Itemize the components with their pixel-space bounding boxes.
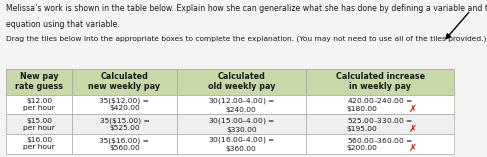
- Bar: [6, 134, 72, 154]
- Text: $12.00
per hour: $12.00 per hour: [23, 98, 55, 111]
- Bar: [177, 95, 306, 114]
- Text: $525.00 – $330.00 =: $525.00 – $330.00 =: [347, 116, 413, 125]
- Text: 35($12.00) =
$420.00: 35($12.00) = $420.00: [99, 98, 150, 111]
- Bar: [306, 69, 454, 95]
- Text: Drag the tiles below into the appropriate boxes to complete the explanation. (Yo: Drag the tiles below into the appropriat…: [6, 35, 487, 42]
- Text: $420.00 – $240.00 =: $420.00 – $240.00 =: [347, 96, 413, 105]
- Bar: [177, 69, 306, 95]
- Bar: [6, 95, 72, 114]
- Bar: [177, 134, 306, 154]
- Text: 30($16.00 – $4.00) =
$360.00: 30($16.00 – $4.00) = $360.00: [208, 135, 275, 152]
- Bar: [6, 114, 72, 134]
- Text: $15.00
per hour: $15.00 per hour: [23, 118, 55, 131]
- Text: 35($15.00) =
$525.00: 35($15.00) = $525.00: [99, 117, 150, 131]
- Text: Calculated increase
in weekly pay: Calculated increase in weekly pay: [336, 72, 425, 92]
- Text: $560.00 – $360.00 =: $560.00 – $360.00 =: [347, 136, 413, 145]
- Text: ✗: ✗: [409, 124, 417, 134]
- Text: Calculated
old weekly pay: Calculated old weekly pay: [207, 72, 275, 92]
- Text: $200.00: $200.00: [347, 145, 378, 151]
- Text: Melissa’s work is shown in the table below. Explain how she can generalize what : Melissa’s work is shown in the table bel…: [6, 4, 487, 13]
- Text: equation using that variable.: equation using that variable.: [6, 20, 120, 29]
- Bar: [6, 69, 72, 95]
- Text: Calculated
new weekly pay: Calculated new weekly pay: [88, 72, 161, 92]
- Text: 35($16.00) =
$560.00: 35($16.00) = $560.00: [99, 137, 150, 151]
- Bar: [72, 134, 177, 154]
- Text: $16.00
per hour: $16.00 per hour: [23, 138, 55, 150]
- Bar: [72, 114, 177, 134]
- Text: 30($12.00 – $4.00) =
$240.00: 30($12.00 – $4.00) = $240.00: [208, 96, 275, 113]
- Bar: [306, 95, 454, 114]
- Text: 30($15.00 – $4.00) =
$330.00: 30($15.00 – $4.00) = $330.00: [208, 116, 275, 133]
- Text: New pay
rate guess: New pay rate guess: [15, 72, 63, 92]
- Text: ✗: ✗: [409, 143, 417, 153]
- Bar: [72, 69, 177, 95]
- Text: $195.00: $195.00: [347, 126, 377, 132]
- Bar: [72, 95, 177, 114]
- Text: ✗: ✗: [409, 104, 417, 114]
- Bar: [177, 114, 306, 134]
- Bar: [306, 114, 454, 134]
- Text: $180.00: $180.00: [347, 106, 378, 112]
- Bar: [306, 134, 454, 154]
